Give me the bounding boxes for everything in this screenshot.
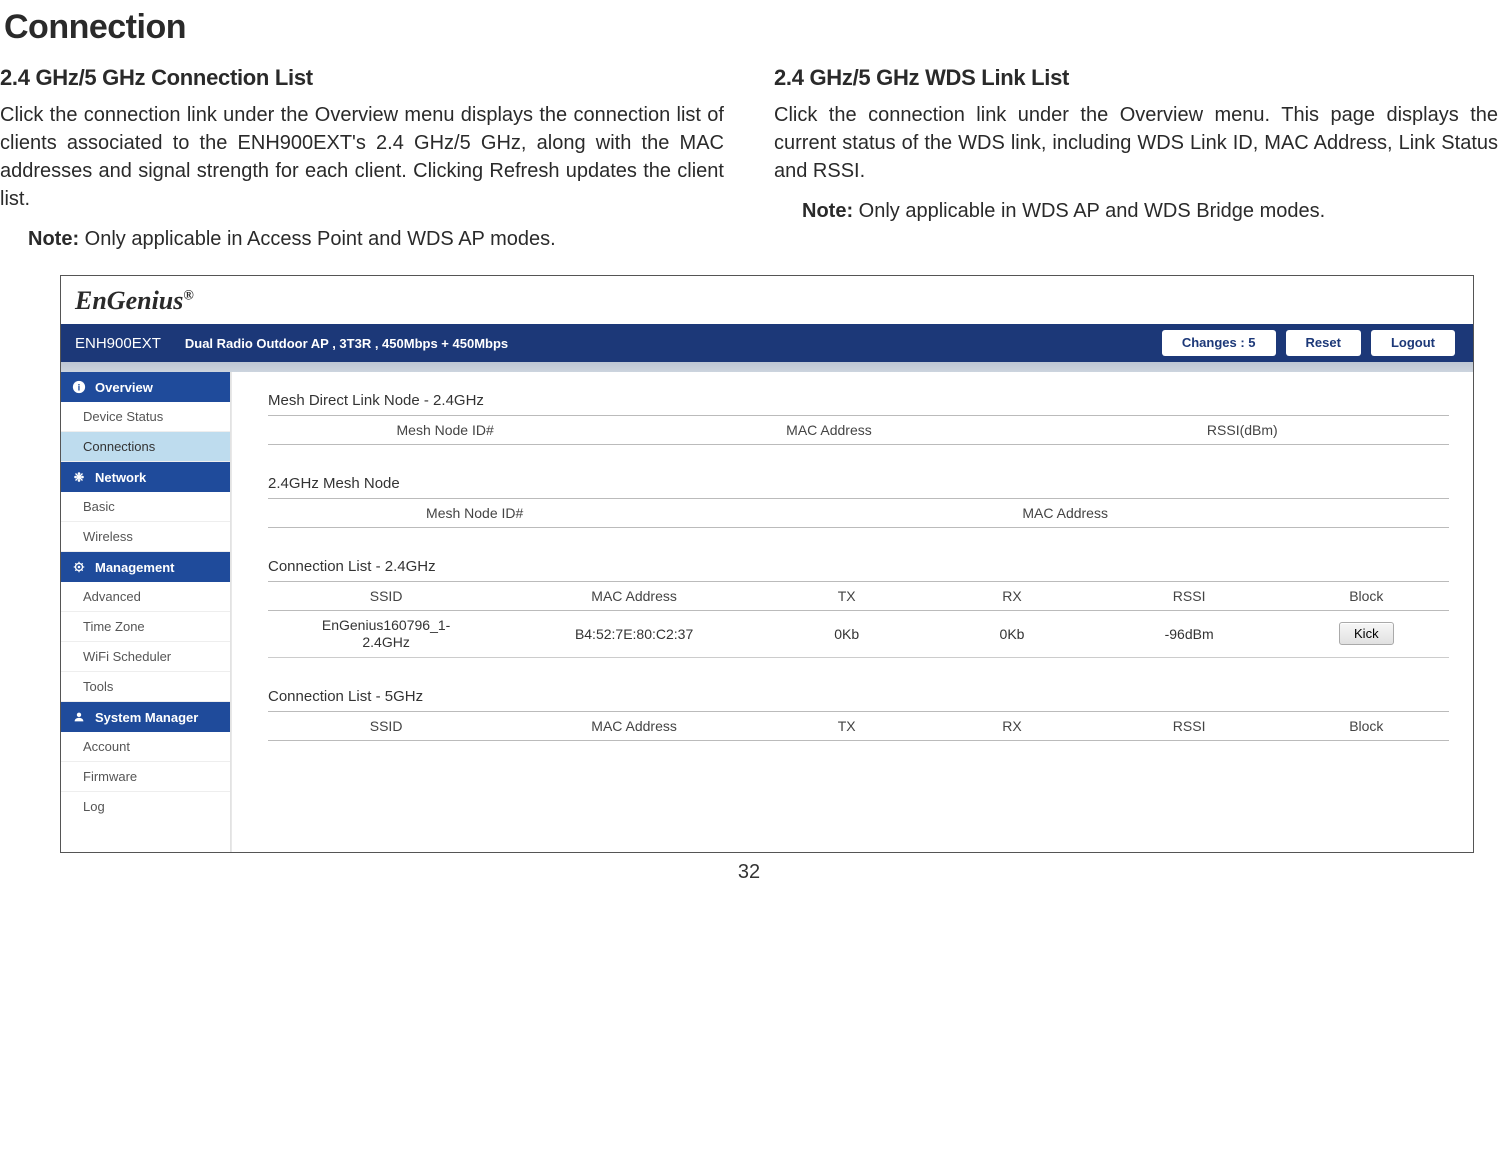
sidebar-section-system-label: System Manager bbox=[95, 710, 198, 725]
right-note-text: Only applicable in WDS AP and WDS Bridge… bbox=[859, 200, 1326, 222]
conn5-col-rssi: RSSI bbox=[1095, 711, 1284, 740]
right-body: Click the connection link under the Over… bbox=[774, 101, 1498, 185]
left-note-label: Note: bbox=[28, 228, 79, 250]
logo-row: EnGenius® bbox=[61, 276, 1473, 324]
left-note: Note: Only applicable in Access Point an… bbox=[28, 225, 724, 253]
right-note: Note: Only applicable in WDS AP and WDS … bbox=[802, 197, 1498, 225]
conn24-col-mac: MAC Address bbox=[504, 582, 764, 611]
conn24-row-block: Kick bbox=[1284, 611, 1449, 658]
sidebar-section-overview[interactable]: i Overview bbox=[61, 372, 230, 402]
changes-button[interactable]: Changes : 5 bbox=[1162, 330, 1276, 356]
mesh-direct-title: Mesh Direct Link Node - 2.4GHz bbox=[268, 392, 1449, 409]
conn5-col-mac: MAC Address bbox=[504, 711, 764, 740]
conn5-col-rx: RX bbox=[929, 711, 1094, 740]
mesh-direct-col-mac: MAC Address bbox=[622, 416, 1035, 445]
right-heading: 2.4 GHz/5 GHz WDS Link List bbox=[774, 65, 1498, 91]
sidebar-item-account[interactable]: Account bbox=[61, 732, 230, 762]
page-number: 32 bbox=[0, 861, 1498, 884]
conn5-table: SSID MAC Address TX RX RSSI Block bbox=[268, 711, 1449, 741]
gear-icon bbox=[71, 559, 87, 575]
sidebar-section-management-label: Management bbox=[95, 560, 174, 575]
content-area: Mesh Direct Link Node - 2.4GHz Mesh Node… bbox=[231, 372, 1473, 852]
mesh-direct-col-rssi: RSSI(dBm) bbox=[1036, 416, 1449, 445]
mesh-direct-col-id: Mesh Node ID# bbox=[268, 416, 622, 445]
info-icon: i bbox=[71, 379, 87, 395]
conn24-col-rssi: RSSI bbox=[1095, 582, 1284, 611]
conn5-col-ssid: SSID bbox=[268, 711, 504, 740]
sidebar-item-timezone[interactable]: Time Zone bbox=[61, 612, 230, 642]
doc-columns: 2.4 GHz/5 GHz Connection List Click the … bbox=[0, 65, 1498, 253]
mesh-node-col-mac: MAC Address bbox=[681, 499, 1449, 528]
conn24-row-rx: 0Kb bbox=[929, 611, 1094, 658]
conn5-title: Connection List - 5GHz bbox=[268, 688, 1449, 705]
conn5-col-tx: TX bbox=[764, 711, 929, 740]
conn24-col-rx: RX bbox=[929, 582, 1094, 611]
conn24-col-ssid: SSID bbox=[268, 582, 504, 611]
mesh-node-table: Mesh Node ID# MAC Address bbox=[268, 498, 1449, 528]
right-column: 2.4 GHz/5 GHz WDS Link List Click the co… bbox=[774, 65, 1498, 253]
table-row: EnGenius160796_1- 2.4GHz B4:52:7E:80:C2:… bbox=[268, 611, 1449, 658]
sidebar-item-wifi-scheduler[interactable]: WiFi Scheduler bbox=[61, 642, 230, 672]
conn24-row-rssi: -96dBm bbox=[1095, 611, 1284, 658]
sidebar-item-firmware[interactable]: Firmware bbox=[61, 762, 230, 792]
sidebar-item-tools[interactable]: Tools bbox=[61, 672, 230, 702]
sidebar-section-management[interactable]: Management bbox=[61, 552, 230, 582]
brand-logo: EnGenius® bbox=[75, 286, 194, 315]
mesh-node-col-id: Mesh Node ID# bbox=[268, 499, 681, 528]
kick-button[interactable]: Kick bbox=[1339, 622, 1394, 645]
sidebar: i Overview Device Status Connections Net… bbox=[61, 372, 231, 852]
left-body: Click the connection link under the Over… bbox=[0, 101, 724, 213]
sidebar-item-basic[interactable]: Basic bbox=[61, 492, 230, 522]
reset-button[interactable]: Reset bbox=[1286, 330, 1361, 356]
router-ui-frame: EnGenius® ENH900EXT Dual Radio Outdoor A… bbox=[60, 275, 1474, 853]
network-icon bbox=[71, 469, 87, 485]
right-note-label: Note: bbox=[802, 200, 853, 222]
sidebar-item-advanced[interactable]: Advanced bbox=[61, 582, 230, 612]
sidebar-item-device-status[interactable]: Device Status bbox=[61, 402, 230, 432]
sidebar-item-wireless[interactable]: Wireless bbox=[61, 522, 230, 552]
conn24-table: SSID MAC Address TX RX RSSI Block EnGeni… bbox=[268, 581, 1449, 658]
conn24-row-tx: 0Kb bbox=[764, 611, 929, 658]
sidebar-section-network[interactable]: Network bbox=[61, 462, 230, 492]
titlebar: ENH900EXT Dual Radio Outdoor AP , 3T3R ,… bbox=[61, 324, 1473, 362]
conn24-col-tx: TX bbox=[764, 582, 929, 611]
sidebar-section-network-label: Network bbox=[95, 470, 146, 485]
left-column: 2.4 GHz/5 GHz Connection List Click the … bbox=[0, 65, 724, 253]
mesh-node-title: 2.4GHz Mesh Node bbox=[268, 475, 1449, 492]
conn24-row-ssid: EnGenius160796_1- 2.4GHz bbox=[268, 611, 504, 658]
sidebar-section-overview-label: Overview bbox=[95, 380, 153, 395]
product-name: ENH900EXT bbox=[61, 335, 185, 352]
sidebar-item-log[interactable]: Log bbox=[61, 792, 230, 821]
conn5-col-block: Block bbox=[1284, 711, 1449, 740]
left-note-text: Only applicable in Access Point and WDS … bbox=[85, 228, 556, 250]
conn24-col-block: Block bbox=[1284, 582, 1449, 611]
conn24-row-mac: B4:52:7E:80:C2:37 bbox=[504, 611, 764, 658]
sidebar-section-system[interactable]: System Manager bbox=[61, 702, 230, 732]
sidebar-item-connections[interactable]: Connections bbox=[61, 432, 230, 462]
logout-button[interactable]: Logout bbox=[1371, 330, 1455, 356]
mesh-direct-table: Mesh Node ID# MAC Address RSSI(dBm) bbox=[268, 415, 1449, 445]
user-icon bbox=[71, 709, 87, 725]
product-desc: Dual Radio Outdoor AP , 3T3R , 450Mbps +… bbox=[185, 336, 508, 351]
left-heading: 2.4 GHz/5 GHz Connection List bbox=[0, 65, 724, 91]
ui-body: i Overview Device Status Connections Net… bbox=[61, 362, 1473, 852]
svg-text:i: i bbox=[78, 383, 81, 394]
page-title: Connection bbox=[4, 8, 1498, 47]
conn24-title: Connection List - 2.4GHz bbox=[268, 558, 1449, 575]
